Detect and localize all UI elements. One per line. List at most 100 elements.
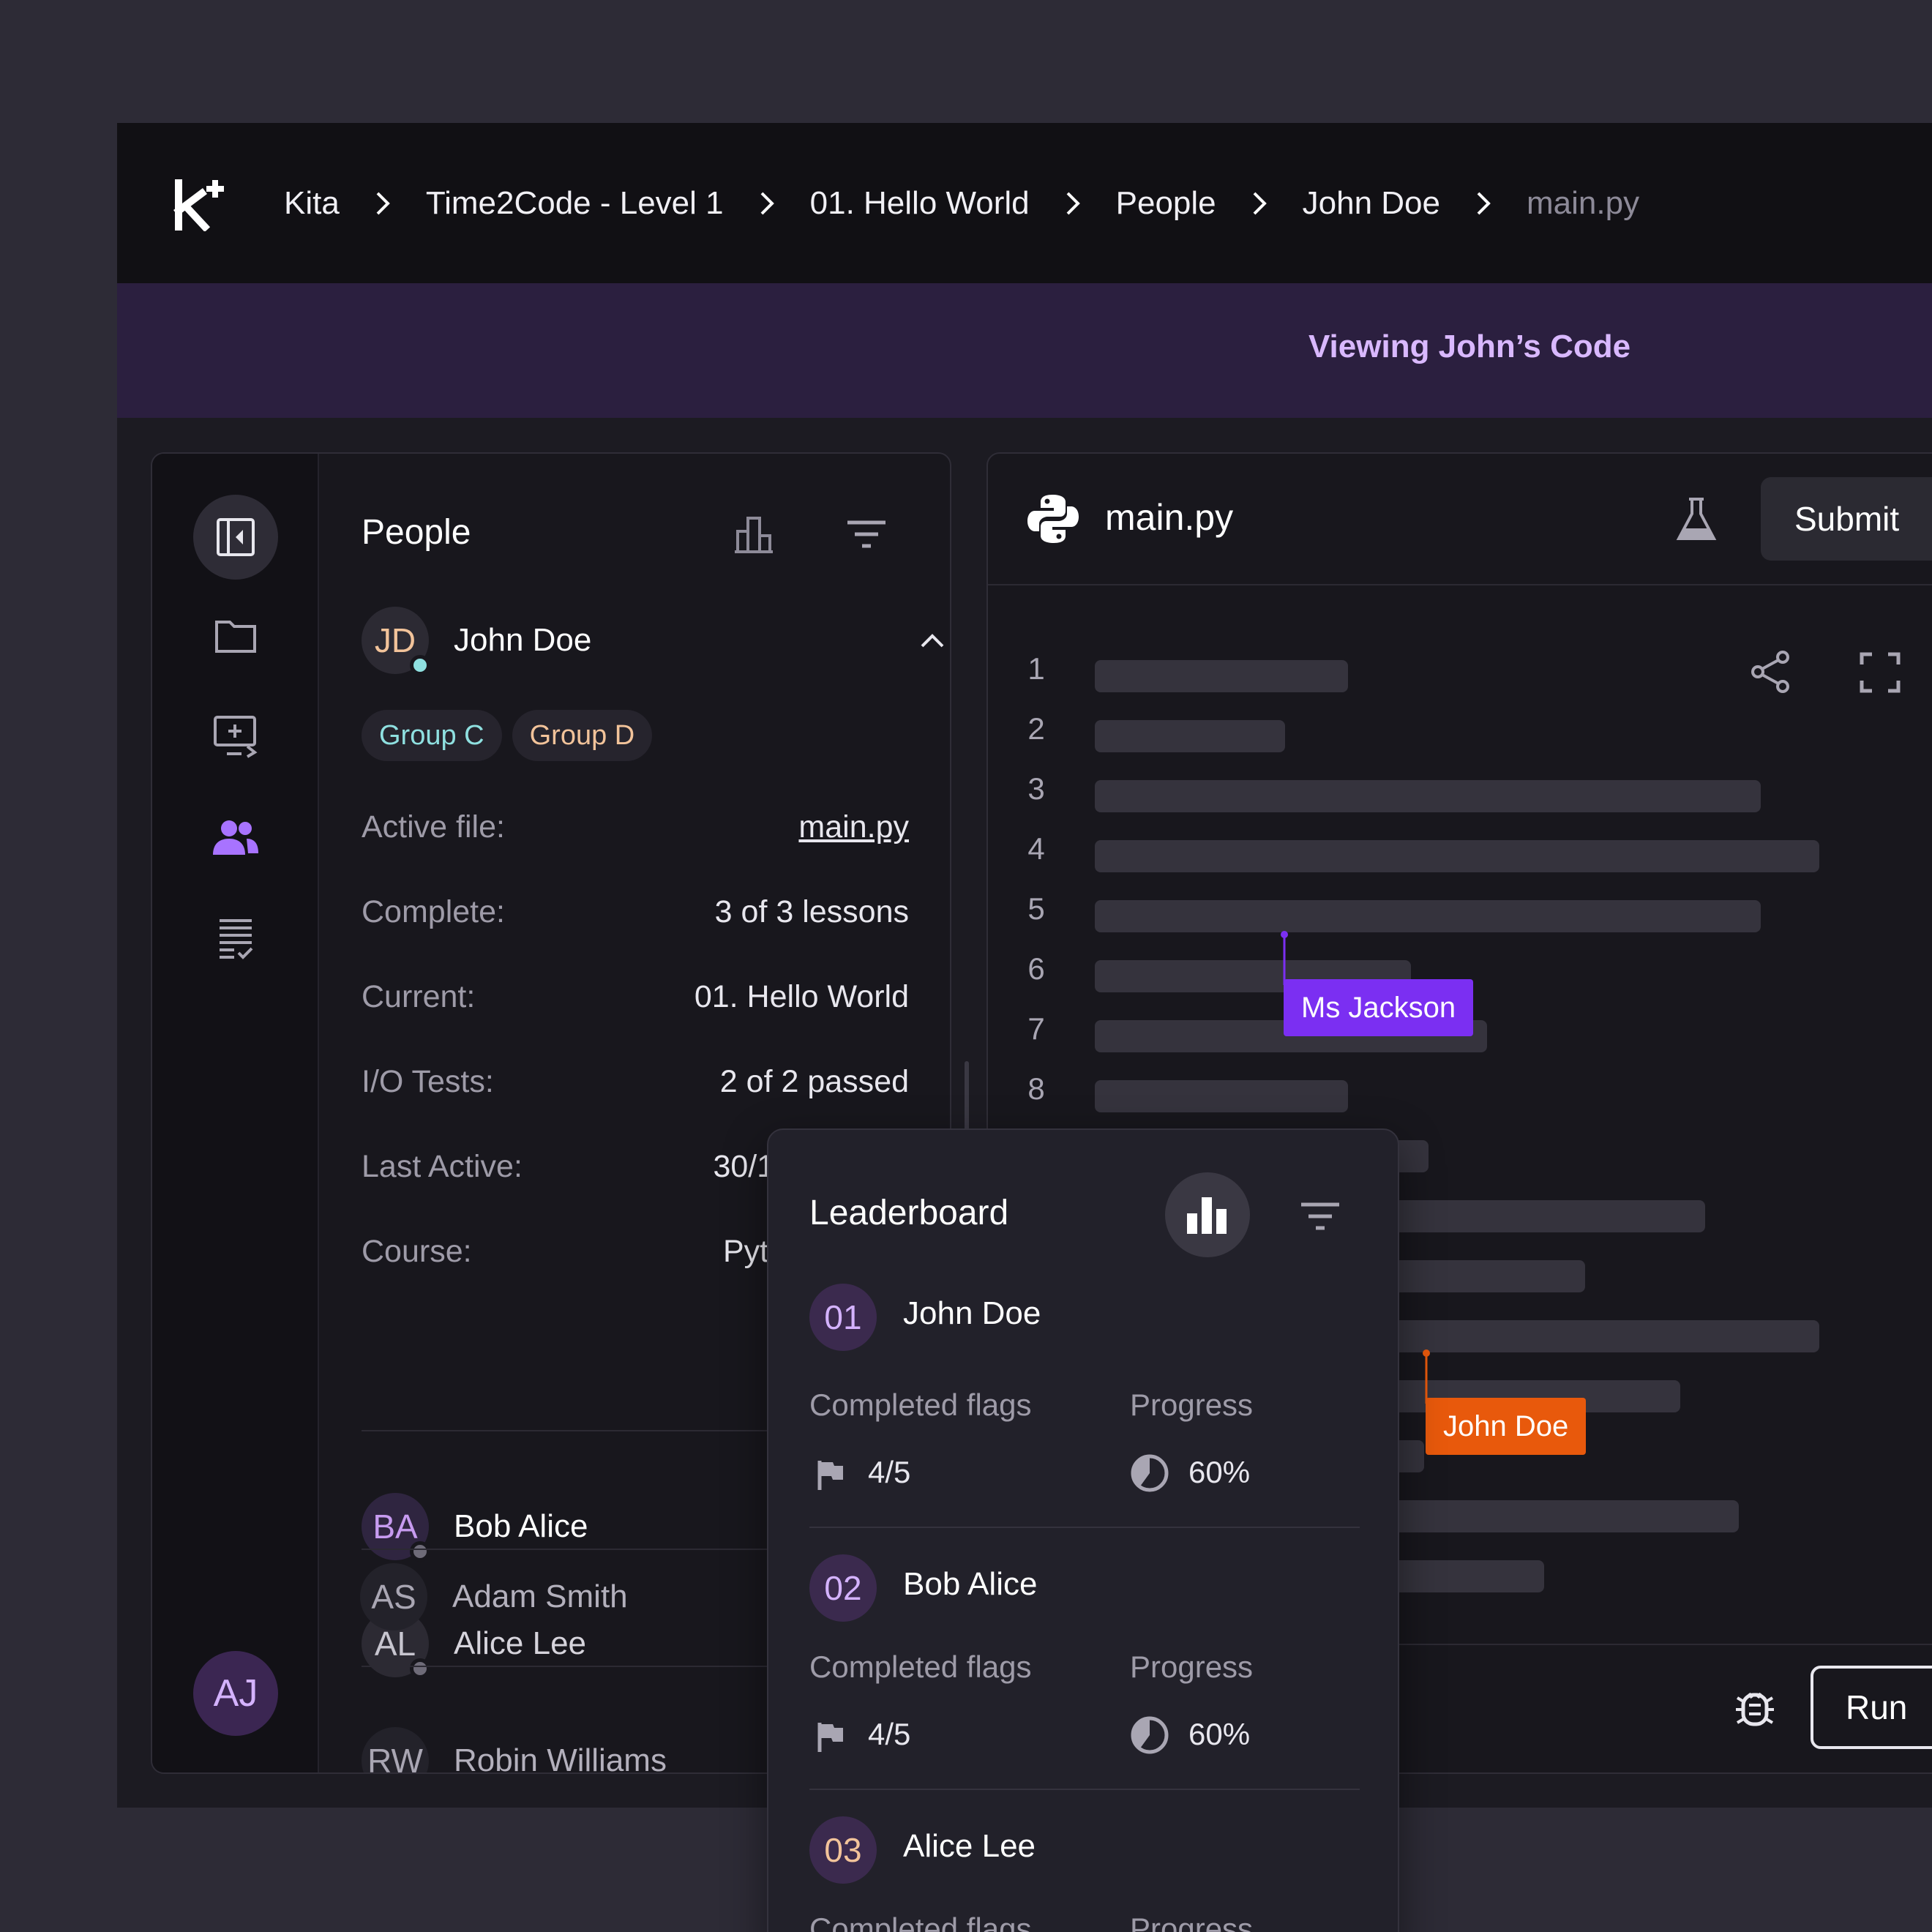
list-item[interactable]: AL Alice Lee <box>362 1607 950 1680</box>
filter-icon[interactable] <box>1297 1193 1344 1240</box>
rank-badge: 03 <box>809 1816 877 1884</box>
filter-icon[interactable] <box>843 511 890 558</box>
present-button[interactable] <box>193 694 278 779</box>
leaderboard-name[interactable]: Bob Alice <box>903 1566 1038 1602</box>
top-bar: Kita Time2Code - Level 1 01. Hello World… <box>117 123 1932 283</box>
fullscreen-icon[interactable] <box>1859 651 1901 694</box>
submit-button[interactable]: Submit <box>1761 477 1932 561</box>
student-name: Robin Williams <box>454 1742 667 1774</box>
progress-label: Progress <box>1130 1912 1254 1932</box>
progress-label: Progress <box>1130 1650 1254 1684</box>
chevron-right-icon <box>1477 192 1491 214</box>
student-name: John Doe <box>454 622 592 658</box>
avatar: AL <box>362 1610 430 1679</box>
avatar-initials: RW <box>367 1742 423 1774</box>
leaderboard-name[interactable]: Alice Lee <box>903 1828 1036 1864</box>
active-file-link[interactable]: main.py <box>798 809 909 845</box>
flags-label: Completed flags <box>809 1650 1032 1684</box>
viewing-banner: Viewing John’s Code <box>117 283 1932 418</box>
run-button[interactable]: Run <box>1811 1666 1932 1749</box>
leaderboard-name[interactable]: John Doe <box>903 1295 1041 1331</box>
flags-label: Completed flags <box>809 1388 1032 1422</box>
code-line-placeholder <box>1095 1080 1348 1112</box>
avatar-initials: AS <box>371 1578 416 1616</box>
bar-chart-icon <box>1187 1197 1227 1234</box>
breadcrumb-people[interactable]: People <box>1115 184 1216 221</box>
people-panel: AJ People JD John Doe Group C Group D Ac… <box>151 452 951 1774</box>
online-status-dot <box>410 655 430 675</box>
detail-row: Complete: 3 of 3 lessons <box>362 894 909 930</box>
group-tag[interactable]: Group C <box>362 710 502 761</box>
student-name: Bob Alice <box>454 1508 588 1544</box>
student-name: Alice Lee <box>454 1625 587 1661</box>
chevron-up-icon[interactable] <box>918 626 947 655</box>
detail-key: I/O Tests: <box>362 1064 494 1099</box>
breadcrumb-lesson[interactable]: 01. Hello World <box>809 184 1030 221</box>
avatar: RW <box>362 1727 429 1774</box>
avatar: BA <box>362 1493 430 1562</box>
breadcrumb-student[interactable]: John Doe <box>1302 184 1440 221</box>
line-number: 8 <box>1027 1071 1045 1106</box>
divider <box>809 1527 1360 1528</box>
scrollbar-thumb[interactable] <box>965 1061 969 1131</box>
detail-key: Current: <box>362 979 476 1014</box>
leaderboard-chart-button[interactable] <box>1165 1172 1250 1257</box>
list-item[interactable]: AS Adam Smith <box>360 1560 872 1633</box>
banner-text: Viewing John’s Code <box>1308 329 1631 364</box>
breadcrumb-kita[interactable]: Kita <box>284 184 340 221</box>
detail-key: Complete: <box>362 894 505 929</box>
detail-row: I/O Tests: 2 of 2 passed <box>362 1064 909 1100</box>
divider <box>362 1549 950 1550</box>
progress-pie-icon <box>1131 1716 1169 1754</box>
people-list-area: People JD John Doe Group C Group D Activ… <box>319 454 950 1772</box>
breadcrumb-course[interactable]: Time2Code - Level 1 <box>425 184 724 221</box>
divider <box>809 1789 1360 1790</box>
kita-logo-icon[interactable] <box>173 176 228 231</box>
line-number: 4 <box>1027 831 1045 866</box>
progress-label: Progress <box>1130 1388 1254 1422</box>
breadcrumb: Kita Time2Code - Level 1 01. Hello World… <box>284 185 1639 222</box>
rank-badge: 01 <box>809 1284 877 1351</box>
leaderboard-title: Leaderboard <box>809 1194 1009 1232</box>
student-name: Adam Smith <box>452 1579 628 1614</box>
line-number: 1 <box>1027 651 1045 686</box>
divider <box>362 1666 950 1667</box>
editor-header: main.py Submit <box>988 454 1932 585</box>
chevron-right-icon <box>1253 192 1267 214</box>
tasks-button[interactable] <box>193 896 278 981</box>
rank-badge: 02 <box>809 1554 877 1622</box>
code-line-placeholder <box>1095 720 1285 752</box>
avatar-initials: AL <box>374 1625 416 1663</box>
flag-icon <box>817 1723 843 1752</box>
share-icon[interactable] <box>1749 650 1793 694</box>
flags-value: 4/5 <box>868 1717 911 1751</box>
selected-student[interactable]: JD John Doe <box>362 604 947 677</box>
cursor-label: John Doe <box>1426 1398 1587 1455</box>
app-window: Kita Time2Code - Level 1 01. Hello World… <box>117 123 1932 1808</box>
panel-collapse-icon <box>217 518 255 556</box>
detail-value: 3 of 3 lessons <box>714 894 909 929</box>
flags-value: 4/5 <box>868 1455 911 1489</box>
people-nav-button[interactable] <box>193 795 278 880</box>
current-user-avatar[interactable]: AJ <box>193 1651 278 1736</box>
python-icon <box>1027 495 1079 543</box>
panel-collapse-button[interactable] <box>193 495 278 580</box>
leaderboard-toggle-icon[interactable] <box>730 511 777 558</box>
flask-icon[interactable] <box>1673 496 1720 543</box>
flag-icon <box>817 1461 843 1490</box>
leaderboard-popover: Leaderboard 01 John Doe Completed flags … <box>767 1128 1399 1932</box>
avatar-initials: JD <box>374 621 416 659</box>
list-item[interactable]: RW Robin Williams <box>362 1724 950 1774</box>
avatar: JD <box>362 607 430 675</box>
detail-key: Course: <box>362 1234 472 1269</box>
progress-value: 60% <box>1188 1717 1251 1751</box>
debug-icon[interactable] <box>1731 1683 1778 1730</box>
screen-add-icon <box>214 716 258 758</box>
files-button[interactable] <box>193 593 278 678</box>
status-dot <box>410 1658 430 1679</box>
group-tag[interactable]: Group D <box>512 710 653 761</box>
line-number: 6 <box>1027 951 1045 986</box>
detail-row: Current: 01. Hello World <box>362 979 909 1015</box>
avatar: AS <box>360 1563 427 1630</box>
cursor-caret <box>1281 931 1288 985</box>
